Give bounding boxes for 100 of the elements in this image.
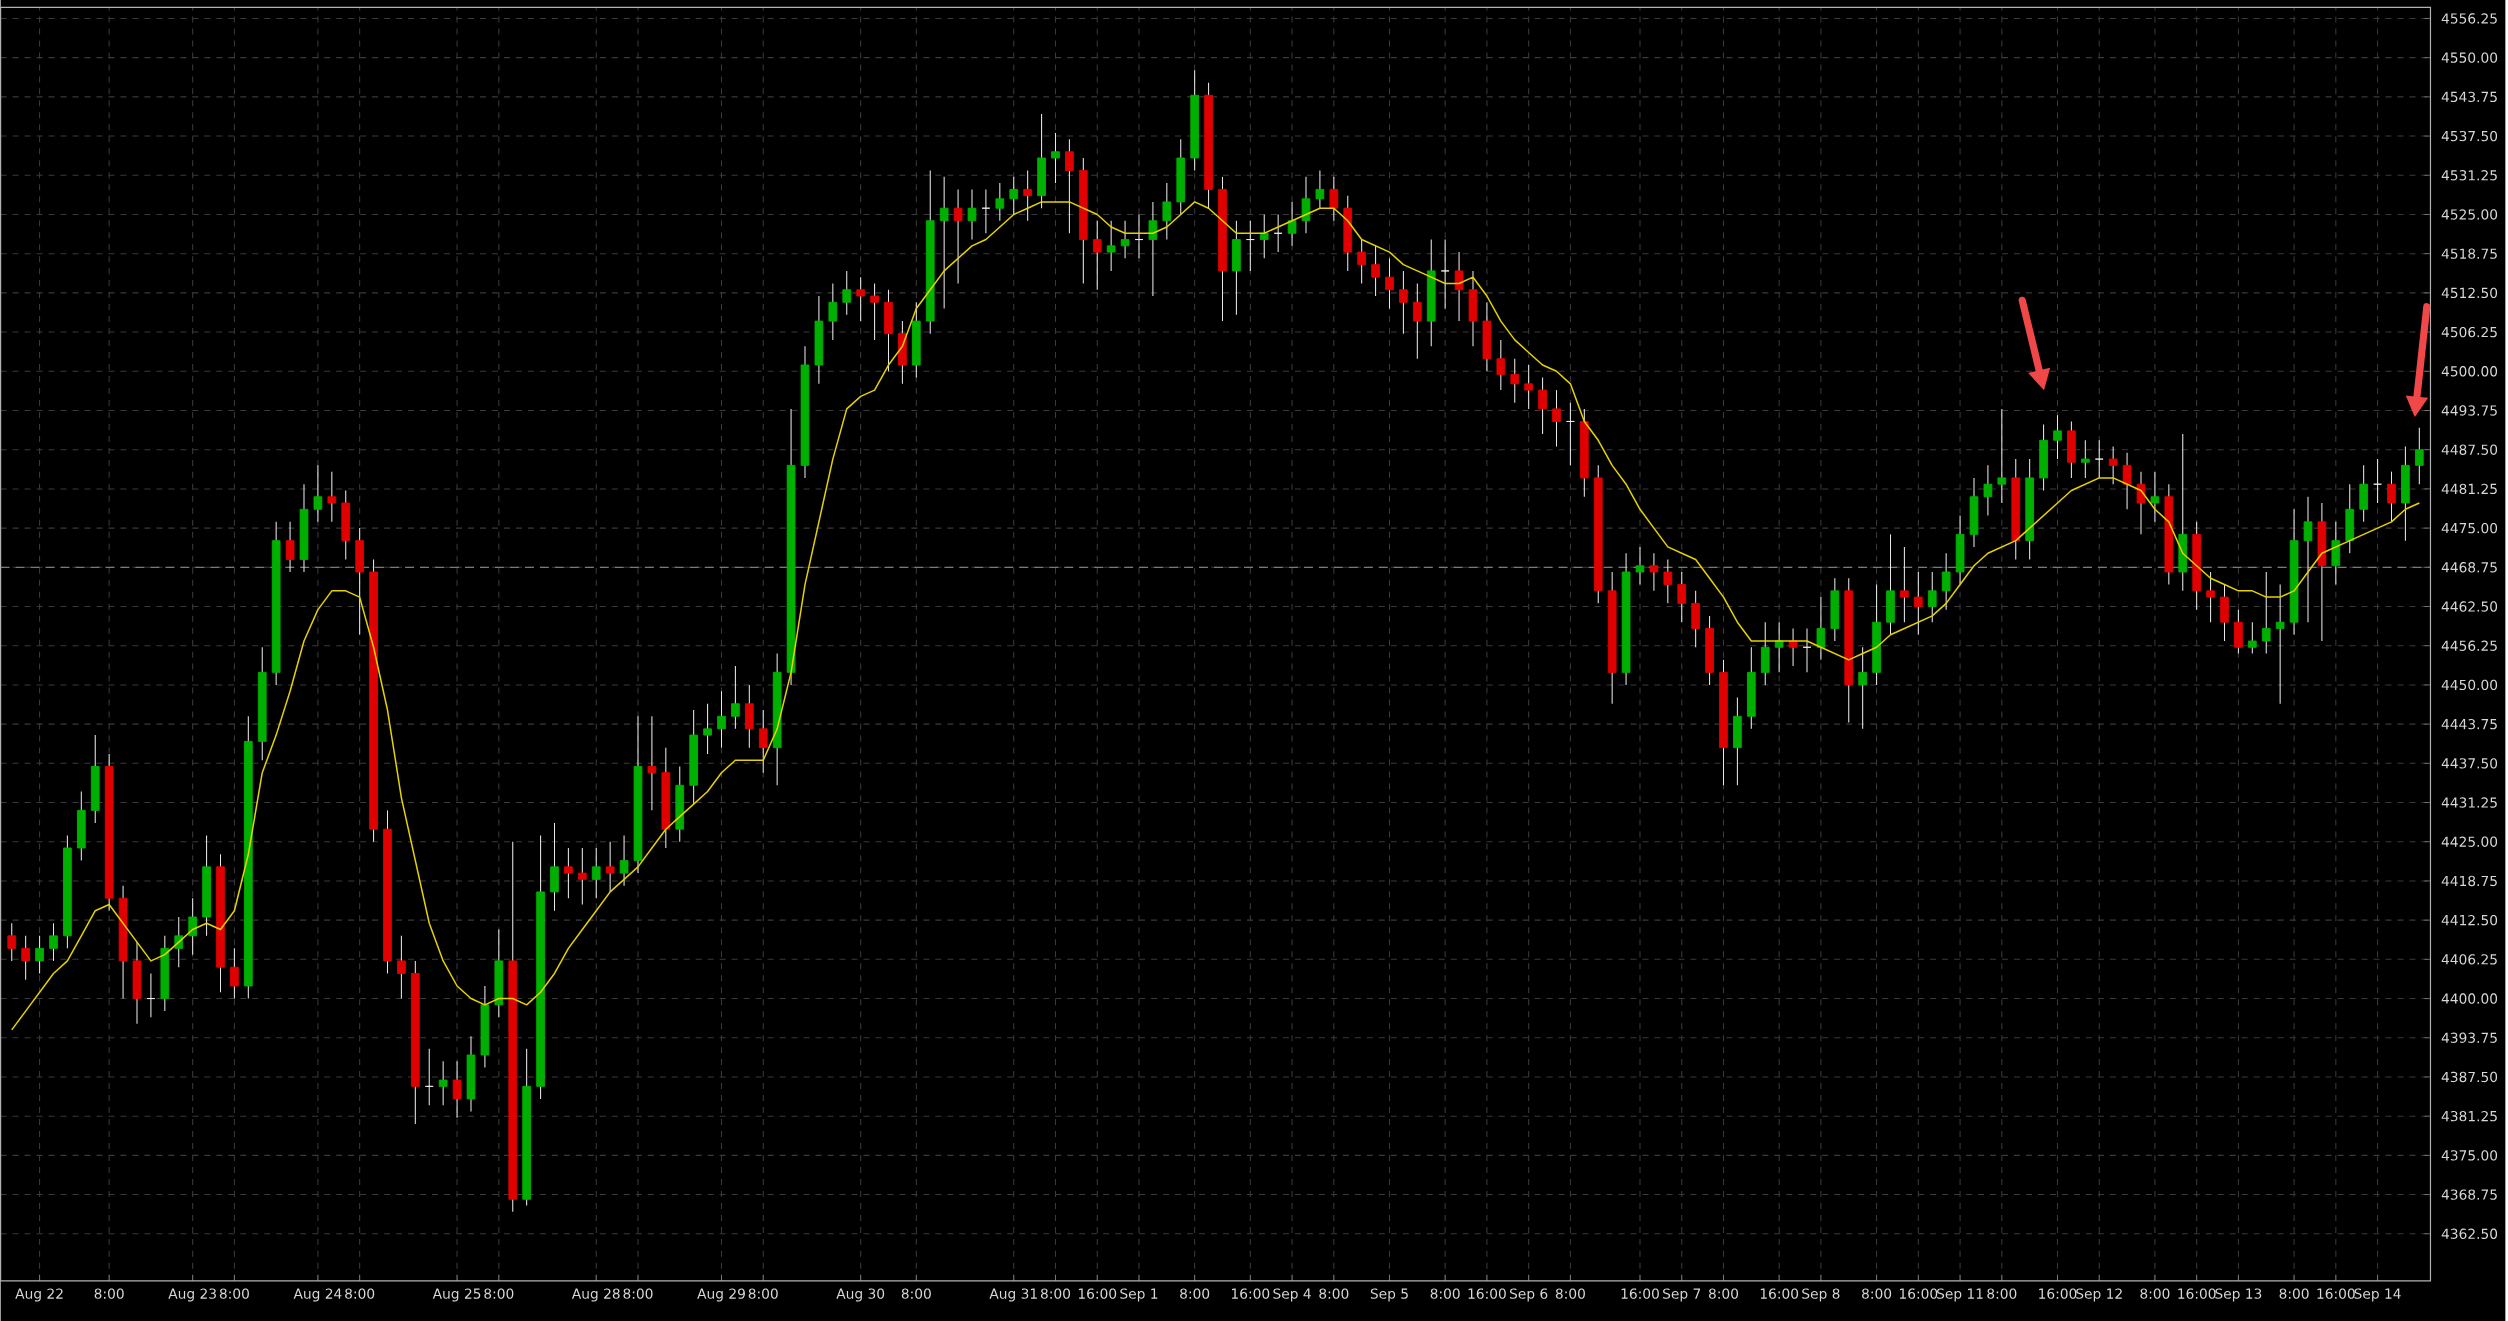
x-tick-label: 8:00 <box>1319 1288 1349 1299</box>
candlestick <box>1983 464 1993 516</box>
x-tick-label: 8:00 <box>2279 1288 2309 1299</box>
x-tick-label: Sep 7 <box>1663 1288 1701 1302</box>
y-tick-label: 4543.75 <box>2441 91 2497 102</box>
candlestick <box>2136 470 2146 535</box>
candlestick <box>2414 427 2424 485</box>
x-tick-label: Sep 4 <box>1273 1288 1311 1302</box>
x-tick-label: Sep 6 <box>1509 1288 1548 1302</box>
candlestick <box>1148 201 1158 297</box>
x-tick-label: Sep 11 <box>1937 1288 1983 1302</box>
candlestick <box>1927 571 1937 623</box>
x-tick-label: 8:00 <box>901 1288 931 1299</box>
y-tick-label: 4443.75 <box>2441 718 2497 730</box>
x-tick-label: Aug 24 <box>293 1288 342 1302</box>
candlestick <box>1357 238 1366 284</box>
candlestick <box>703 703 712 755</box>
candlestick <box>327 470 337 523</box>
candlestick <box>842 270 852 316</box>
candlestick <box>1997 408 2007 504</box>
candlestick <box>2303 496 2313 623</box>
y-tick-label: 4362.50 <box>2441 1228 2498 1239</box>
candlestick <box>2247 621 2257 654</box>
candlestick <box>1496 339 1506 391</box>
candlestick <box>1329 176 1339 222</box>
candlestick <box>2150 470 2160 523</box>
y-tick-label: 4556.25 <box>2441 13 2497 24</box>
candlestick <box>397 935 406 999</box>
y-tick-label: 4487.50 <box>2441 444 2498 455</box>
candlestick <box>647 715 657 811</box>
x-tick-label: Sep 14 <box>2354 1288 2401 1302</box>
y-tick-label: 4406.25 <box>2441 954 2497 965</box>
x-tick-label: Aug 30 <box>836 1288 885 1302</box>
candlestick <box>2206 571 2215 623</box>
y-tick-label: 4368.75 <box>2441 1189 2497 1200</box>
candlestick <box>577 847 587 905</box>
candlestick <box>870 282 879 341</box>
x-tick-label: 8:00 <box>623 1288 653 1299</box>
x-tick-label: 16:00 <box>1078 1288 1117 1299</box>
candlestick <box>1162 182 1172 240</box>
candlestick <box>2080 439 2090 479</box>
x-tick-label: 8:00 <box>1708 1288 1739 1299</box>
candlestick <box>188 897 197 956</box>
x-tick-label: 16:00 <box>2178 1288 2216 1299</box>
y-tick-label: 4462.50 <box>2441 601 2498 612</box>
y-tick-label: 4518.75 <box>2441 248 2497 259</box>
y-tick-label: 4425.00 <box>2441 836 2498 847</box>
candlestick <box>2053 414 2062 460</box>
candlestick <box>967 188 977 240</box>
x-tick-label: 8:00 <box>748 1288 778 1299</box>
x-tick-label: 8:00 <box>1862 1288 1892 1299</box>
x-tick-label: 8:00 <box>2140 1288 2170 1299</box>
candlestick <box>939 176 949 309</box>
candlestick <box>1635 546 1645 585</box>
x-tick-label: 8:00 <box>1555 1288 1585 1299</box>
y-tick-label: 4393.75 <box>2441 1032 2497 1043</box>
candlestick <box>1287 201 1297 247</box>
candlestick <box>1301 176 1311 234</box>
candlestick <box>828 282 838 341</box>
x-tick-label: 8:00 <box>1430 1288 1460 1299</box>
y-tick-label: 4387.50 <box>2441 1071 2498 1083</box>
candlestick <box>1858 646 1867 730</box>
candlestick <box>2094 439 2104 479</box>
candlestick <box>49 922 58 962</box>
candlestick <box>564 847 573 899</box>
candlestick <box>7 922 17 962</box>
candlestick <box>285 521 295 573</box>
x-tick-label: Sep 12 <box>2076 1288 2122 1302</box>
y-tick-label: 4493.75 <box>2441 405 2497 416</box>
y-tick-label: 4456.25 <box>2441 640 2497 651</box>
x-tick-label: Sep 13 <box>2215 1288 2262 1302</box>
candlestick <box>21 935 30 981</box>
candlestick <box>1385 257 1394 309</box>
candlestick <box>1092 220 1102 291</box>
x-tick-label: 16:00 <box>1760 1288 1799 1299</box>
candlestick <box>1538 376 1547 435</box>
y-tick-label: 4506.25 <box>2441 326 2497 338</box>
candlestick <box>1510 358 1520 404</box>
candlestick <box>230 947 239 999</box>
x-tick-label: Sep 5 <box>1370 1288 1408 1302</box>
y-tick-label: 4500.00 <box>2441 365 2498 377</box>
candlestick <box>1440 238 1450 309</box>
y-tick-label: 4475.00 <box>2441 522 2498 534</box>
candlestick <box>35 935 44 974</box>
candlestick <box>1120 220 1130 259</box>
candlestick <box>2261 571 2271 654</box>
candlestick <box>1371 245 1380 297</box>
candlestick <box>1900 546 1909 623</box>
x-tick-label: Sep 1 <box>1120 1288 1158 1302</box>
candlestick <box>2122 452 2132 510</box>
candlestick <box>1399 270 1408 335</box>
candlestick <box>452 1060 462 1119</box>
candlestick <box>591 847 601 899</box>
x-tick-label: 16:00 <box>2039 1288 2077 1299</box>
y-tick-label: 4481.25 <box>2441 483 2497 494</box>
candlestick <box>2275 583 2285 705</box>
y-tick-label: 4550.00 <box>2441 52 2498 63</box>
y-tick-label: 4431.25 <box>2441 797 2497 808</box>
x-tick-label: 16:00 <box>1621 1288 1659 1299</box>
candlestick <box>2387 470 2396 523</box>
